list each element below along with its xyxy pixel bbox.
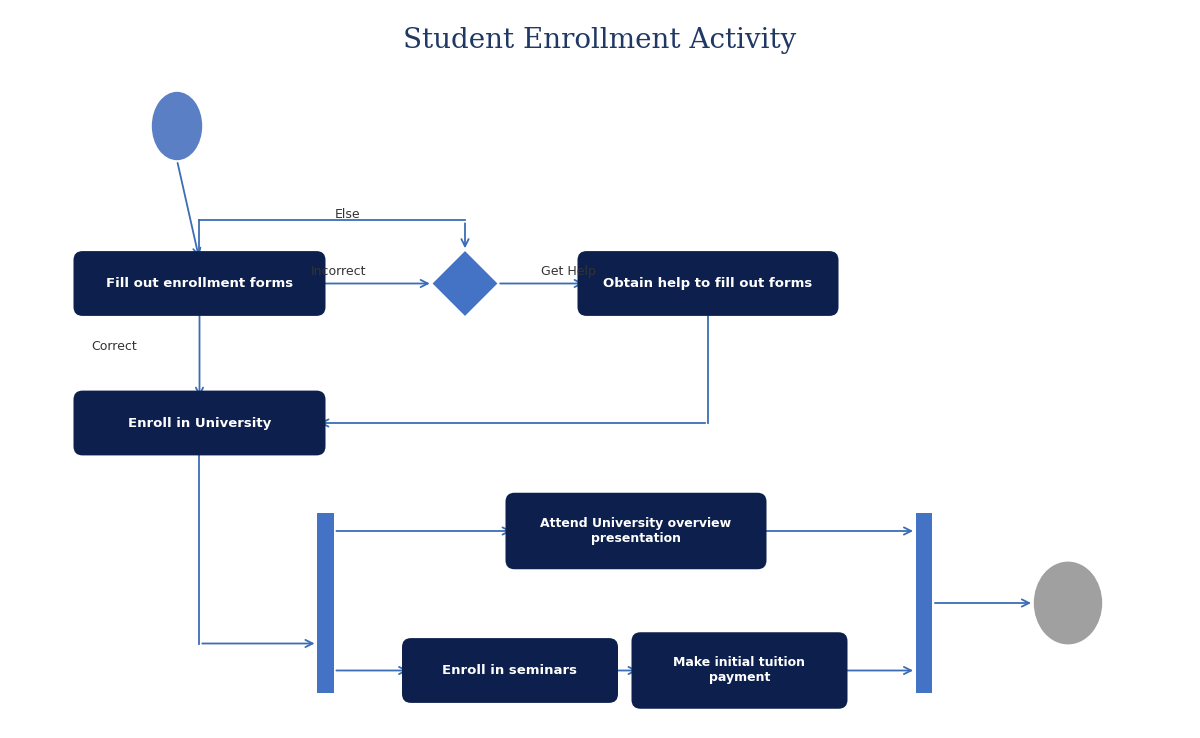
FancyBboxPatch shape <box>73 390 325 455</box>
Text: Fill out enrollment forms: Fill out enrollment forms <box>106 277 293 290</box>
Bar <box>317 513 334 693</box>
Text: Make initial tuition
payment: Make initial tuition payment <box>673 657 805 685</box>
Text: Attend University overview
presentation: Attend University overview presentation <box>540 517 732 545</box>
Text: Obtain help to fill out forms: Obtain help to fill out forms <box>604 277 812 290</box>
FancyBboxPatch shape <box>505 493 767 569</box>
Text: Enroll in seminars: Enroll in seminars <box>443 664 577 677</box>
Text: Student Enrollment Activity: Student Enrollment Activity <box>403 27 797 54</box>
FancyBboxPatch shape <box>631 632 847 708</box>
Ellipse shape <box>151 92 202 160</box>
Text: Else: Else <box>335 207 361 221</box>
FancyBboxPatch shape <box>73 251 325 316</box>
Text: Incorrect: Incorrect <box>311 265 367 278</box>
Text: Get Help: Get Help <box>541 265 596 278</box>
Ellipse shape <box>1033 562 1102 644</box>
FancyBboxPatch shape <box>577 251 839 316</box>
Text: Enroll in University: Enroll in University <box>128 416 271 430</box>
Polygon shape <box>432 251 498 316</box>
Bar <box>916 513 932 693</box>
Text: Correct: Correct <box>91 340 137 353</box>
FancyBboxPatch shape <box>402 638 618 703</box>
